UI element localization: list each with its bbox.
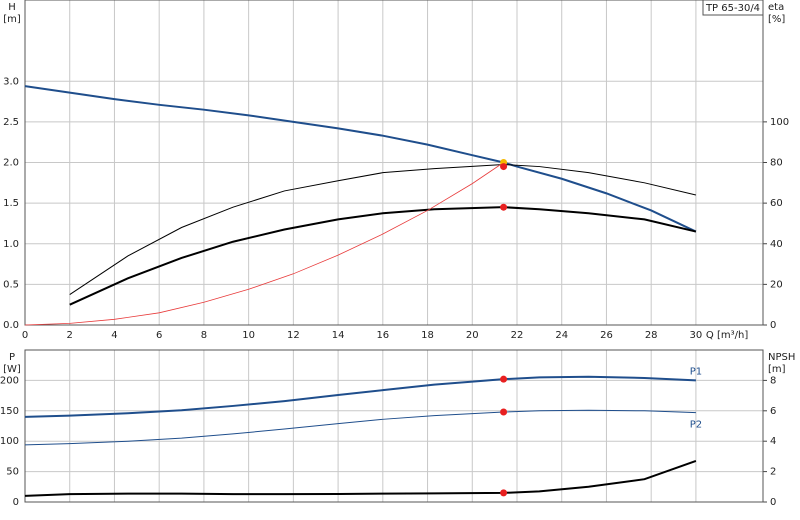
series-label: P1 bbox=[690, 366, 702, 377]
y2-tick-label: 0 bbox=[770, 320, 776, 331]
y-tick-label: 0.5 bbox=[3, 279, 19, 290]
series-line bbox=[24, 460, 697, 497]
y2-tick-label: 2 bbox=[770, 467, 776, 478]
y-axis-label: H bbox=[8, 2, 16, 13]
y-tick-label: 1.5 bbox=[3, 198, 19, 209]
y2-tick-label: 4 bbox=[770, 436, 776, 447]
plot-frame bbox=[24, 349, 764, 503]
series-line bbox=[69, 164, 697, 295]
x-tick-label: 12 bbox=[287, 330, 300, 341]
y2-tick-label: 0 bbox=[770, 497, 776, 508]
y-tick-label: 200 bbox=[0, 375, 19, 386]
y2-tick-label: 80 bbox=[770, 158, 783, 169]
x-axis-label: Q [m³/h] bbox=[706, 330, 748, 341]
series-line bbox=[24, 162, 504, 326]
y-tick-label: 0 bbox=[13, 497, 19, 508]
x-tick-label: 28 bbox=[645, 330, 658, 341]
y2-axis-unit: [%] bbox=[768, 14, 785, 25]
y-axis-unit: [m] bbox=[3, 14, 21, 25]
x-tick-label: 26 bbox=[600, 330, 613, 341]
x-tick-label: 22 bbox=[511, 330, 524, 341]
y-axis-label: P bbox=[9, 352, 15, 363]
y-axis-unit: [W] bbox=[3, 364, 21, 375]
x-tick-label: 20 bbox=[466, 330, 479, 341]
duty-point bbox=[500, 489, 508, 497]
plot-frame bbox=[24, 0, 764, 326]
y-tick-label: 2.5 bbox=[3, 117, 19, 128]
x-tick-label: 14 bbox=[332, 330, 345, 341]
duty-point bbox=[500, 163, 508, 171]
x-tick-label: 8 bbox=[201, 330, 207, 341]
plot-area bbox=[25, 350, 763, 502]
y2-axis-label: eta bbox=[768, 2, 784, 13]
duty-point bbox=[500, 375, 508, 383]
series-label: P2 bbox=[690, 420, 702, 431]
x-tick-label: 30 bbox=[690, 330, 703, 341]
x-tick-label: 6 bbox=[156, 330, 162, 341]
y2-tick-label: 6 bbox=[770, 406, 776, 417]
x-tick-label: 2 bbox=[67, 330, 73, 341]
x-tick-label: 16 bbox=[376, 330, 389, 341]
series-line bbox=[24, 85, 697, 233]
duty-point bbox=[500, 203, 508, 211]
y-tick-label: 3.0 bbox=[3, 76, 19, 87]
y-tick-label: 100 bbox=[0, 436, 19, 447]
y2-tick-label: 8 bbox=[770, 375, 776, 386]
y-tick-label: 50 bbox=[6, 467, 19, 478]
x-tick-label: 10 bbox=[242, 330, 255, 341]
y-tick-label: 2.0 bbox=[3, 158, 19, 169]
chart-title: TP 65-30/4 bbox=[705, 3, 760, 14]
series-line bbox=[24, 409, 696, 446]
series-line bbox=[24, 375, 696, 418]
y2-tick-label: 20 bbox=[770, 279, 783, 290]
y2-axis-label: NPSH bbox=[768, 352, 795, 363]
x-tick-label: 4 bbox=[111, 330, 117, 341]
y-tick-label: 1.0 bbox=[3, 239, 19, 250]
duty-point bbox=[500, 408, 508, 416]
y2-tick-label: 60 bbox=[770, 198, 783, 209]
y2-axis-unit: [m] bbox=[768, 364, 786, 375]
series-line bbox=[69, 206, 697, 306]
y2-tick-label: 100 bbox=[770, 117, 789, 128]
x-tick-label: 24 bbox=[555, 330, 568, 341]
x-tick-label: 0 bbox=[22, 330, 28, 341]
title-box bbox=[702, 0, 764, 16]
y-tick-label: 150 bbox=[0, 406, 19, 417]
x-tick-label: 18 bbox=[421, 330, 434, 341]
y-tick-label: 0.0 bbox=[3, 320, 19, 331]
y2-tick-label: 40 bbox=[770, 239, 783, 250]
